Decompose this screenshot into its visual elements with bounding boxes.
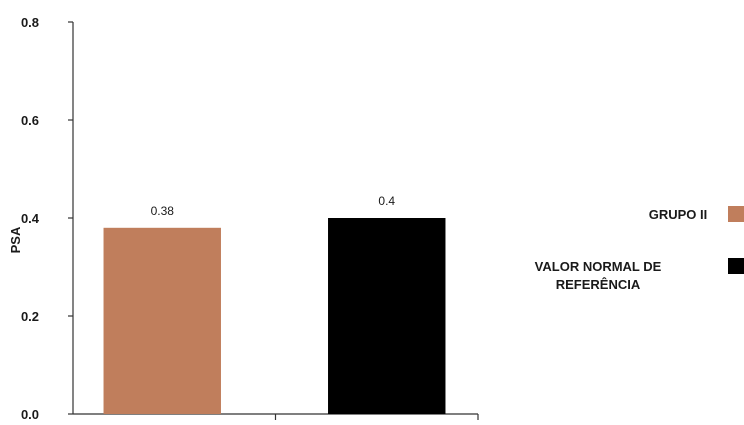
legend-label: REFERÊNCIA (556, 277, 641, 292)
y-ticks: 0.0 0.2 0.4 0.6 0.8 (21, 15, 73, 422)
bars: 0.38 0.4 (103, 194, 446, 414)
legend-swatch (728, 206, 744, 222)
y-tick-label: 0.0 (21, 407, 39, 422)
legend: GRUPO II VALOR NORMAL DE REFERÊNCIA (535, 206, 744, 292)
legend-label: VALOR NORMAL DE (535, 259, 662, 274)
legend-label: GRUPO II (649, 207, 708, 222)
y-tick-label: 0.6 (21, 113, 39, 128)
y-tick-label: 0.8 (21, 15, 39, 30)
data-label: 0.38 (151, 204, 175, 218)
legend-swatch (728, 258, 744, 274)
bar (103, 227, 221, 414)
y-tick-label: 0.4 (21, 211, 40, 226)
y-tick-label: 0.2 (21, 309, 39, 324)
x-ticks (274, 414, 479, 420)
y-axis-label: PSA (8, 226, 23, 253)
bar (328, 218, 446, 414)
data-label: 0.4 (378, 194, 395, 208)
